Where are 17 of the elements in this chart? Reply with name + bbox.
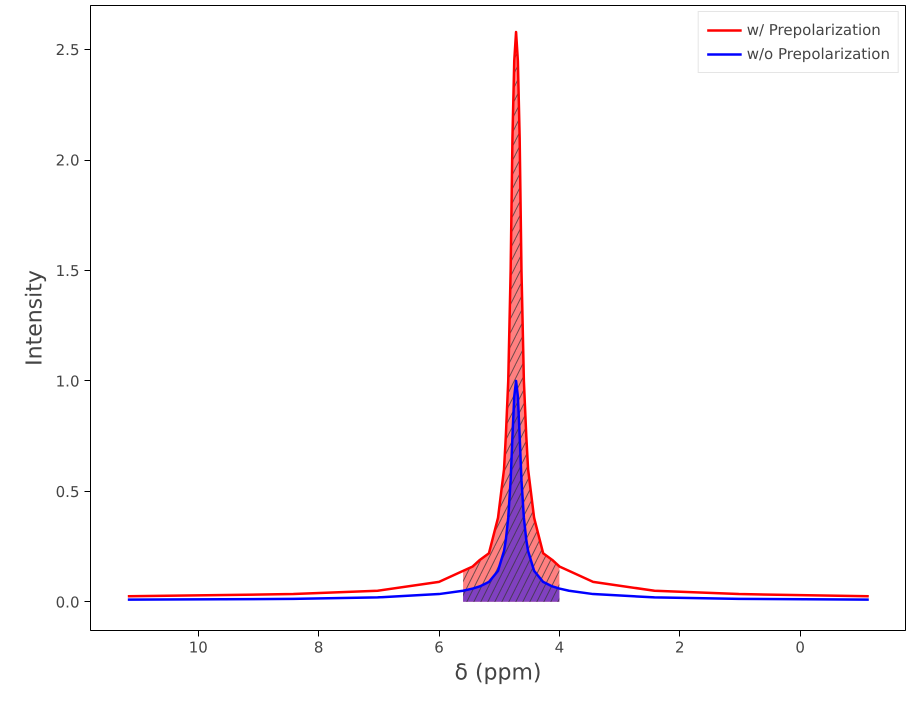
- x-axis-title: δ (ppm): [454, 660, 542, 686]
- x-tick-label: 0: [795, 638, 805, 656]
- x-tick-label: 8: [314, 638, 324, 656]
- y-tick-label: 1.5: [56, 262, 80, 280]
- x-tick-label: 2: [675, 638, 685, 656]
- y-tick-label: 0.5: [56, 482, 80, 501]
- legend-label: w/o Prepolarization: [746, 45, 890, 63]
- y-tick-label: 0.0: [56, 593, 80, 612]
- line-series: [126, 380, 870, 601]
- x-tick-label: 6: [434, 638, 444, 656]
- y-tick-label: 2.0: [56, 152, 80, 170]
- y-tick-label: 1.0: [56, 372, 80, 390]
- x-tick-label: 4: [554, 638, 564, 656]
- x-tick-label: 10: [188, 638, 208, 656]
- y-tick-label: 2.5: [56, 41, 80, 60]
- y-axis-title: Intensity: [22, 270, 48, 366]
- legend-label: w/ Prepolarization: [746, 21, 881, 39]
